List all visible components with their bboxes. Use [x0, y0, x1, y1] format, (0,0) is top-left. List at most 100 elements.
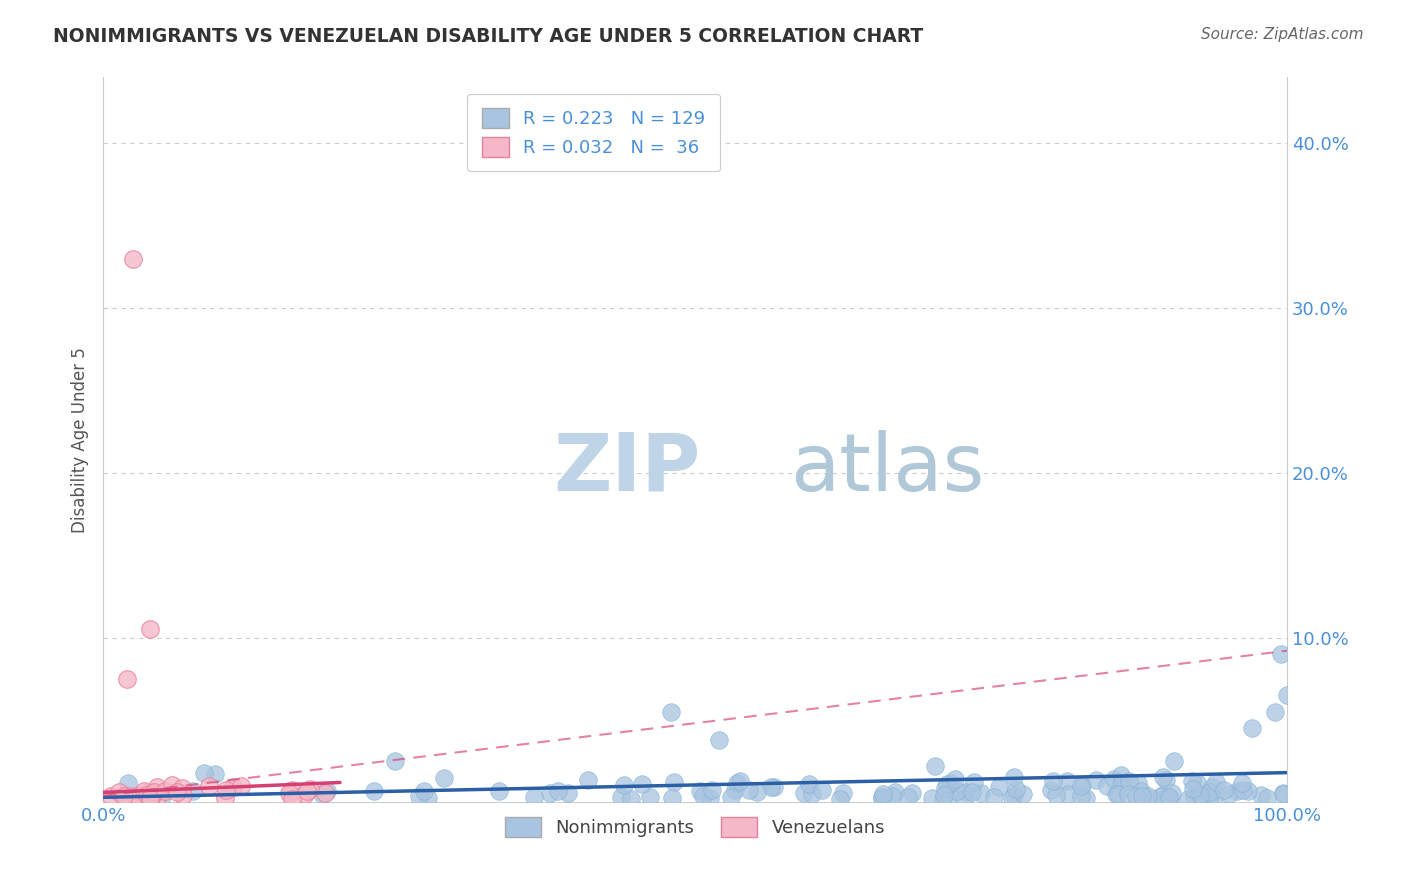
Point	[363, 784, 385, 798]
Point	[1159, 789, 1181, 804]
Point	[298, 781, 321, 796]
Point	[1001, 791, 1024, 805]
Point	[921, 790, 943, 805]
Point	[939, 790, 962, 805]
Point	[204, 766, 226, 780]
Point	[1085, 773, 1108, 788]
Point	[939, 776, 962, 790]
Point	[1198, 791, 1220, 805]
Point	[1159, 790, 1181, 805]
Point	[418, 791, 440, 805]
Point	[1095, 779, 1118, 793]
Point	[955, 785, 977, 799]
Point	[214, 790, 236, 805]
Point	[1218, 787, 1240, 801]
Point	[150, 792, 173, 806]
Text: atlas: atlas	[790, 430, 984, 508]
Point	[870, 791, 893, 805]
Point	[1071, 778, 1094, 792]
Point	[538, 786, 561, 800]
Point	[1177, 791, 1199, 805]
Point	[762, 780, 785, 794]
Point	[1198, 785, 1220, 799]
Point	[1152, 770, 1174, 784]
Point	[295, 784, 318, 798]
Point	[547, 784, 569, 798]
Point	[1109, 768, 1132, 782]
Point	[1076, 791, 1098, 805]
Point	[172, 788, 194, 802]
Point	[970, 786, 993, 800]
Point	[797, 777, 820, 791]
Point	[1012, 787, 1035, 801]
Point	[121, 252, 143, 266]
Point	[620, 791, 643, 805]
Point	[613, 779, 636, 793]
Point	[135, 786, 157, 800]
Point	[1040, 782, 1063, 797]
Point	[215, 783, 238, 797]
Point	[943, 772, 966, 787]
Point	[1256, 791, 1278, 805]
Point	[1107, 787, 1129, 801]
Point	[125, 789, 148, 803]
Text: ZIP: ZIP	[553, 430, 700, 508]
Point	[1111, 776, 1133, 790]
Point	[932, 788, 955, 802]
Point	[724, 783, 747, 797]
Point	[897, 790, 920, 805]
Point	[1275, 688, 1298, 702]
Point	[160, 778, 183, 792]
Point	[692, 789, 714, 803]
Point	[1264, 705, 1286, 719]
Point	[136, 788, 159, 802]
Point	[557, 786, 579, 800]
Point	[1102, 772, 1125, 786]
Point	[963, 775, 986, 789]
Point	[1240, 721, 1263, 735]
Point	[1232, 782, 1254, 797]
Point	[1181, 773, 1204, 788]
Point	[932, 791, 955, 805]
Point	[745, 785, 768, 799]
Point	[115, 672, 138, 686]
Point	[1187, 775, 1209, 789]
Point	[1152, 789, 1174, 803]
Point	[100, 789, 122, 803]
Point	[1250, 788, 1272, 802]
Point	[1226, 784, 1249, 798]
Point	[880, 789, 903, 803]
Point	[832, 787, 855, 801]
Point	[141, 787, 163, 801]
Point	[124, 789, 146, 804]
Point	[1057, 787, 1080, 801]
Point	[1191, 789, 1213, 803]
Point	[946, 783, 969, 797]
Point	[900, 786, 922, 800]
Point	[1056, 773, 1078, 788]
Point	[872, 787, 894, 801]
Point	[661, 791, 683, 805]
Point	[316, 784, 339, 798]
Point	[1126, 776, 1149, 790]
Point	[139, 789, 162, 804]
Point	[883, 785, 905, 799]
Point	[112, 789, 135, 803]
Point	[1125, 789, 1147, 803]
Point	[576, 773, 599, 788]
Point	[1181, 782, 1204, 797]
Point	[1118, 788, 1140, 802]
Point	[1205, 775, 1227, 789]
Point	[172, 780, 194, 795]
Point	[988, 780, 1011, 794]
Point	[294, 788, 316, 802]
Point	[1118, 773, 1140, 788]
Point	[408, 789, 430, 804]
Point	[117, 776, 139, 790]
Point	[1070, 789, 1092, 803]
Point	[1199, 789, 1222, 804]
Point	[488, 783, 510, 797]
Point	[314, 786, 336, 800]
Point	[661, 705, 683, 719]
Point	[384, 754, 406, 768]
